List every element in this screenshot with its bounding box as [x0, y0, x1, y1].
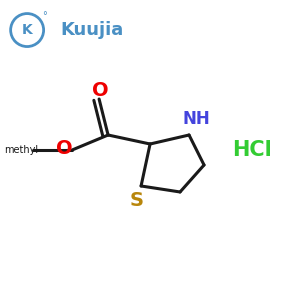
Text: S: S: [130, 191, 144, 211]
Text: O: O: [92, 80, 109, 100]
Text: HCl: HCl: [232, 140, 272, 160]
Text: K: K: [22, 23, 32, 37]
Text: Kuujia: Kuujia: [60, 21, 123, 39]
Text: O: O: [56, 139, 73, 158]
Text: °: °: [42, 12, 47, 22]
Text: NH: NH: [183, 110, 210, 128]
Text: methyl: methyl: [4, 145, 38, 155]
